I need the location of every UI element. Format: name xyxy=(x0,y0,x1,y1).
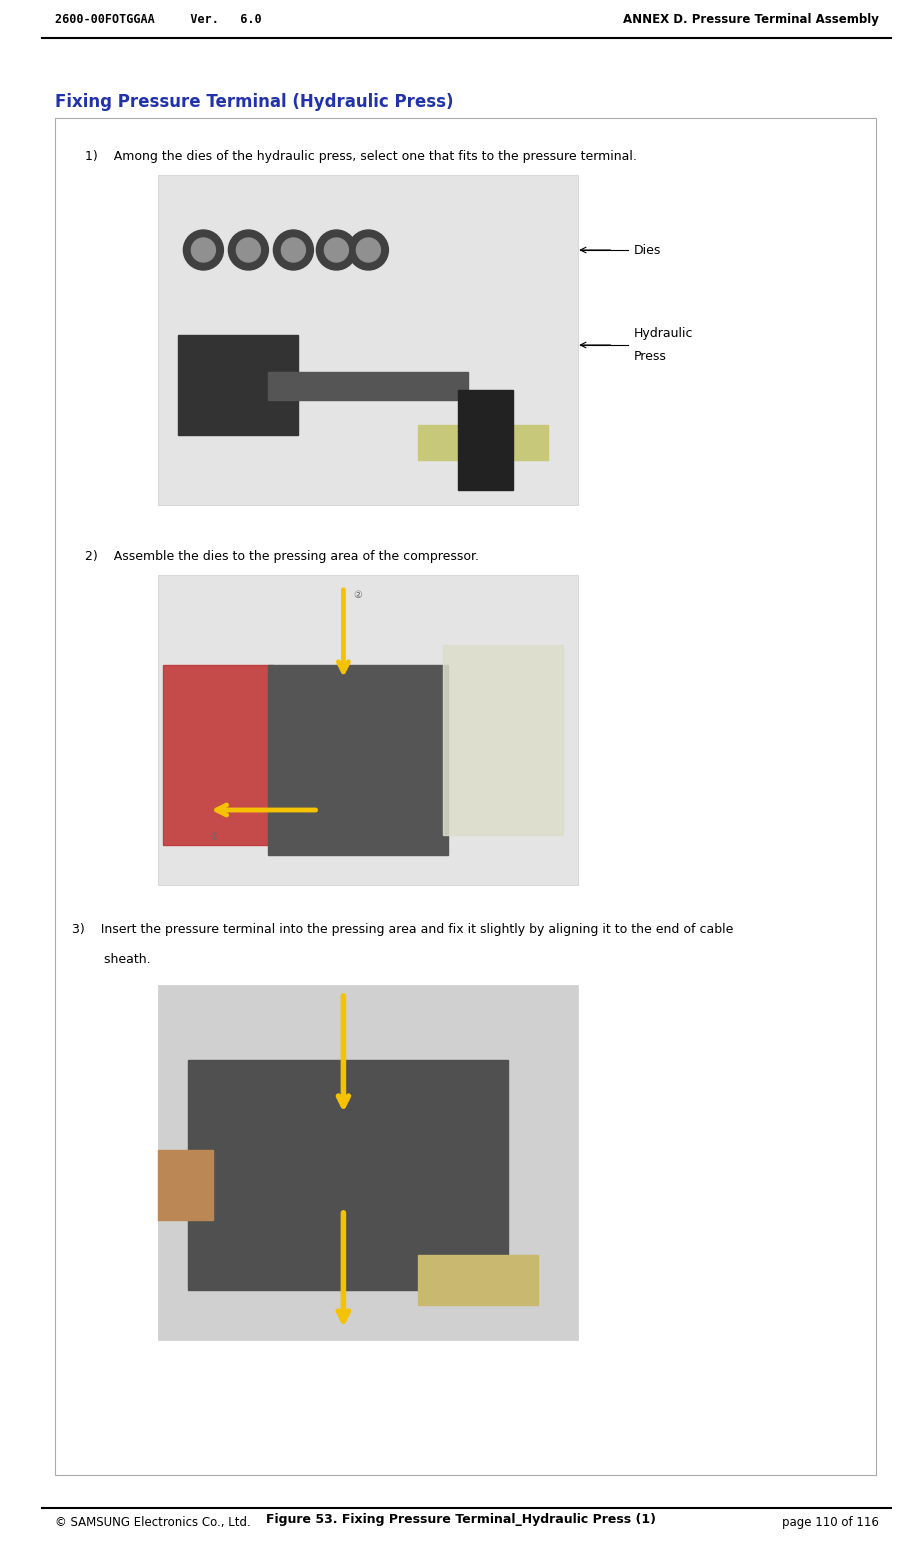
Text: © SAMSUNG Electronics Co., Ltd.: © SAMSUNG Electronics Co., Ltd. xyxy=(55,1516,251,1529)
Bar xyxy=(268,665,449,855)
Text: 2600-00FOTGGAA     Ver.   6.0: 2600-00FOTGGAA Ver. 6.0 xyxy=(55,12,262,27)
Text: 3)    Insert the pressure terminal into the pressing area and fix it slightly by: 3) Insert the pressure terminal into the… xyxy=(72,924,733,936)
Bar xyxy=(418,424,548,460)
Circle shape xyxy=(274,229,313,270)
Text: ANNEX D. Pressure Terminal Assembly: ANNEX D. Pressure Terminal Assembly xyxy=(624,12,879,27)
Circle shape xyxy=(348,229,389,270)
Text: Hydraulic: Hydraulic xyxy=(634,328,693,340)
Text: 1)    Among the dies of the hydraulic press, select one that fits to the pressur: 1) Among the dies of the hydraulic press… xyxy=(85,150,637,162)
Text: Figure 53. Fixing Pressure Terminal_Hydraulic Press (1): Figure 53. Fixing Pressure Terminal_Hydr… xyxy=(265,1513,656,1526)
Bar xyxy=(158,984,578,1340)
Text: ②: ② xyxy=(354,590,362,601)
Text: sheath.: sheath. xyxy=(72,953,151,966)
Text: Fixing Pressure Terminal (Hydraulic Press): Fixing Pressure Terminal (Hydraulic Pres… xyxy=(55,94,453,111)
Text: Press: Press xyxy=(634,349,666,363)
Circle shape xyxy=(317,229,356,270)
Bar xyxy=(268,371,469,399)
Bar xyxy=(179,335,298,435)
Circle shape xyxy=(183,229,224,270)
Circle shape xyxy=(324,239,348,262)
Bar xyxy=(443,644,564,835)
Circle shape xyxy=(192,239,216,262)
Bar xyxy=(418,1254,539,1306)
Text: Dies: Dies xyxy=(634,243,660,256)
Circle shape xyxy=(228,229,268,270)
Bar xyxy=(158,175,578,505)
Bar xyxy=(459,390,513,490)
Text: ①: ① xyxy=(209,831,217,842)
Circle shape xyxy=(356,239,380,262)
Bar xyxy=(158,576,578,885)
Bar xyxy=(189,1059,508,1290)
Text: 2)    Assemble the dies to the pressing area of the compressor.: 2) Assemble the dies to the pressing are… xyxy=(85,551,479,563)
Text: page 110 of 116: page 110 of 116 xyxy=(782,1516,879,1529)
Circle shape xyxy=(237,239,261,262)
Circle shape xyxy=(282,239,306,262)
Bar xyxy=(158,1150,214,1220)
Bar xyxy=(55,119,876,1476)
Bar xyxy=(163,665,274,846)
